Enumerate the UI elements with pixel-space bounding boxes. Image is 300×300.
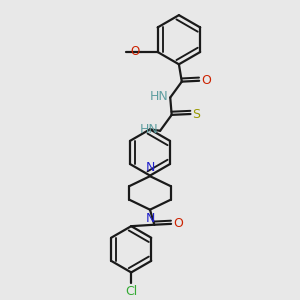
Text: O: O <box>201 74 211 87</box>
Text: HN: HN <box>150 90 169 103</box>
Text: S: S <box>193 107 200 121</box>
Text: O: O <box>130 45 140 58</box>
Text: O: O <box>173 218 183 230</box>
Text: N: N <box>145 160 155 174</box>
Text: HN: HN <box>140 123 159 136</box>
Text: N: N <box>145 212 155 225</box>
Text: Cl: Cl <box>125 285 137 298</box>
